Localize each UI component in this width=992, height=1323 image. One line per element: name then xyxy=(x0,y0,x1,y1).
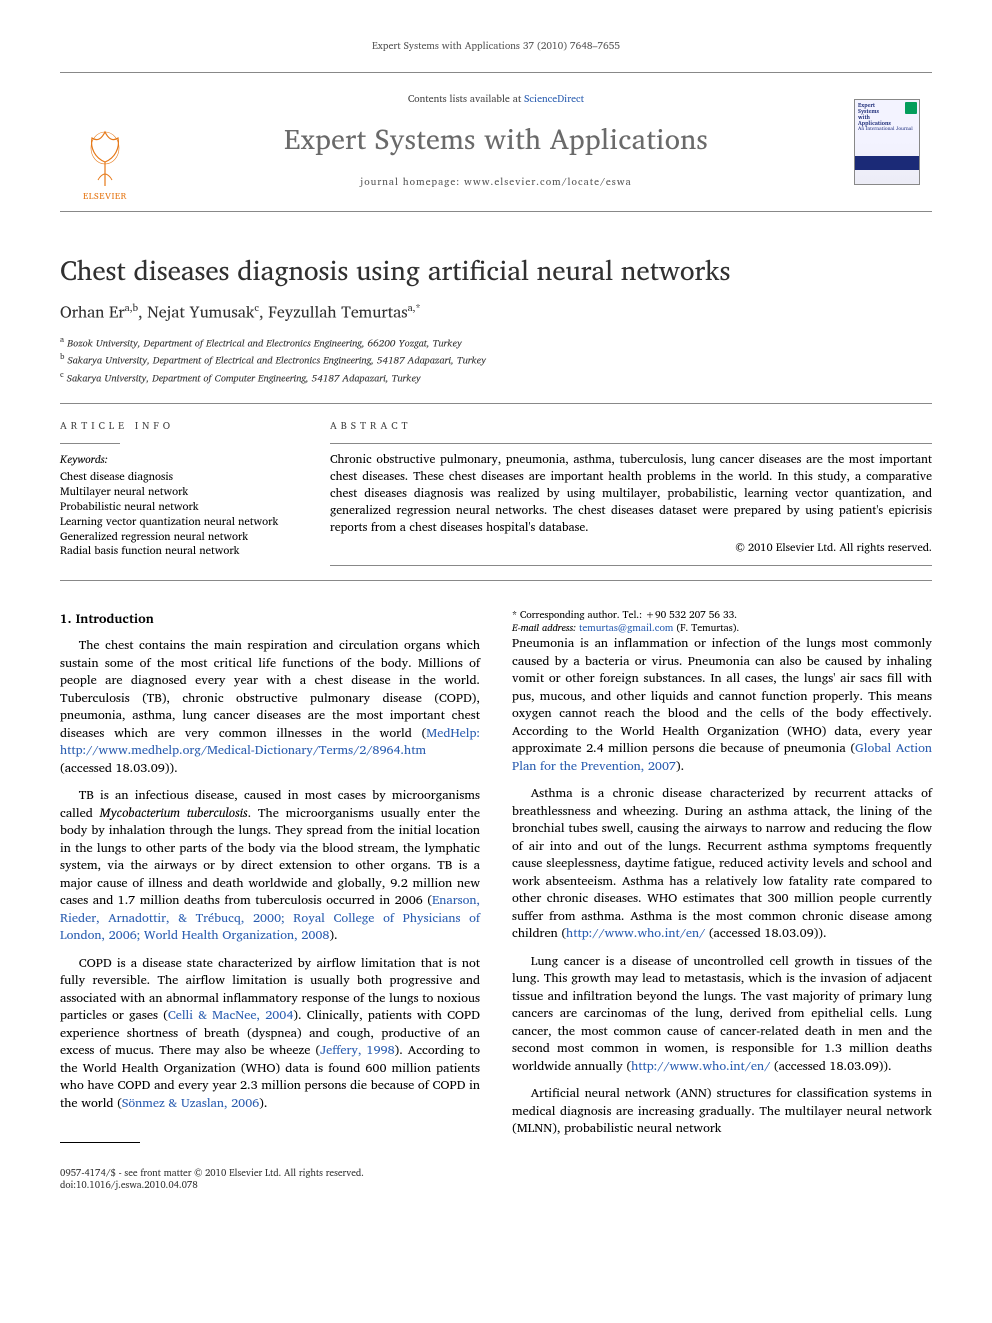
page: Expert Systems with Applications 37 (201… xyxy=(0,0,992,1232)
abstract-heading: ABSTRACT xyxy=(330,420,932,434)
contents-available-line: Contents lists available at ScienceDirec… xyxy=(408,93,584,107)
sciencedirect-link[interactable]: ScienceDirect xyxy=(524,91,584,107)
article-info-heading: ARTICLE INFO xyxy=(60,420,290,434)
p1-pre: The chest contains the main respiration … xyxy=(60,635,480,743)
p6-post: (accessed 18.03.09)). xyxy=(770,1056,891,1076)
intro-para-6: Lung cancer is a disease of uncontrolled… xyxy=(512,953,932,1076)
section-1-heading: 1. Introduction xyxy=(60,609,480,627)
intro-para-4: Pneumonia is an inflammation or infectio… xyxy=(512,635,932,775)
cover-box: Expert Systems with Applications An Inte… xyxy=(854,99,920,185)
abstract-copyright: © 2010 Elsevier Ltd. All rights reserved… xyxy=(330,540,932,555)
abstract-bottomrule xyxy=(330,565,932,566)
journal-masthead: ELSEVIER Contents lists available at Sci… xyxy=(60,72,932,212)
p1-post: (accessed 18.03.09)). xyxy=(60,758,178,778)
corresponding-author-footnote: * Corresponding author. Tel.: +90 532 20… xyxy=(512,609,932,635)
journal-title: Expert Systems with Applications xyxy=(284,121,708,159)
affiliation: cSakarya University, Department of Compu… xyxy=(60,369,932,385)
keywords-label: Keywords: xyxy=(60,452,290,467)
sonmez-ref-link[interactable]: Sönmez & Uzaslan, 2006 xyxy=(122,1093,259,1113)
intro-para-3: COPD is a disease state characterized by… xyxy=(60,955,480,1113)
masthead-center: Contents lists available at ScienceDirec… xyxy=(150,73,842,211)
publisher-logo: ELSEVIER xyxy=(60,73,150,211)
keywords-list: Chest disease diagnosisMultilayer neural… xyxy=(60,469,290,558)
cover-band xyxy=(855,156,919,170)
rule-bottom xyxy=(60,580,932,581)
affiliation: bSakarya University, Department of Elect… xyxy=(60,351,932,367)
affiliations: aBozok University, Department of Electri… xyxy=(60,334,932,385)
keyword: Radial basis function neural network xyxy=(60,543,290,558)
article-info-band: ARTICLE INFO Keywords: Chest disease dia… xyxy=(60,404,932,580)
footnote-rule xyxy=(60,1142,140,1143)
p4-post: ). xyxy=(676,756,684,776)
contents-prefix: Contents lists available at xyxy=(408,91,524,107)
body-columns: 1. Introduction The chest contains the m… xyxy=(60,609,932,1147)
p2-post: ). xyxy=(329,925,337,945)
page-footer: 0957-4174/$ - see front matter © 2010 El… xyxy=(60,1168,932,1193)
journal-cover-thumbnail: Expert Systems with Applications An Inte… xyxy=(842,73,932,211)
author-list: Orhan Era,b, Nejat Yumusakc, Feyzullah T… xyxy=(60,302,932,324)
medhelp-label: MedHelp: xyxy=(426,723,480,743)
abstract-subrule xyxy=(330,443,932,444)
p5-post: (accessed 18.03.09)). xyxy=(705,923,826,943)
publisher-name: ELSEVIER xyxy=(83,190,127,202)
abstract-block: ABSTRACT Chronic obstructive pulmonary, … xyxy=(330,420,932,566)
running-head: Expert Systems with Applications 37 (201… xyxy=(60,40,932,54)
intro-para-1: The chest contains the main respiration … xyxy=(60,637,480,777)
intro-para-7: Artificial neural network (ANN) structur… xyxy=(512,1085,932,1138)
journal-homepage: journal homepage: www.elsevier.com/locat… xyxy=(360,176,631,190)
abstract-body: Chronic obstructive pulmonary, pneumonia… xyxy=(330,452,932,536)
article-title: Chest diseases diagnosis using artificia… xyxy=(60,252,932,288)
cover-badge-icon xyxy=(905,102,917,114)
who-asthma-link[interactable]: http://www.who.int/en/ xyxy=(566,923,705,943)
affiliation: aBozok University, Department of Electri… xyxy=(60,334,932,350)
doi-line: doi:10.1016/j.eswa.2010.04.078 xyxy=(60,1180,932,1192)
intro-para-5: Asthma is a chronic disease characterize… xyxy=(512,785,932,943)
p3-post: ). xyxy=(259,1093,267,1113)
cover-subtitle: An International Journal xyxy=(858,127,916,133)
who-lung-link[interactable]: http://www.who.int/en/ xyxy=(631,1056,770,1076)
p5-pre: Asthma is a chronic disease characterize… xyxy=(512,783,932,943)
intro-para-2: TB is an infectious disease, caused in m… xyxy=(60,787,480,945)
elsevier-tree-icon xyxy=(80,128,130,188)
info-subrule xyxy=(60,443,120,444)
article-info-left: ARTICLE INFO Keywords: Chest disease dia… xyxy=(60,420,290,566)
